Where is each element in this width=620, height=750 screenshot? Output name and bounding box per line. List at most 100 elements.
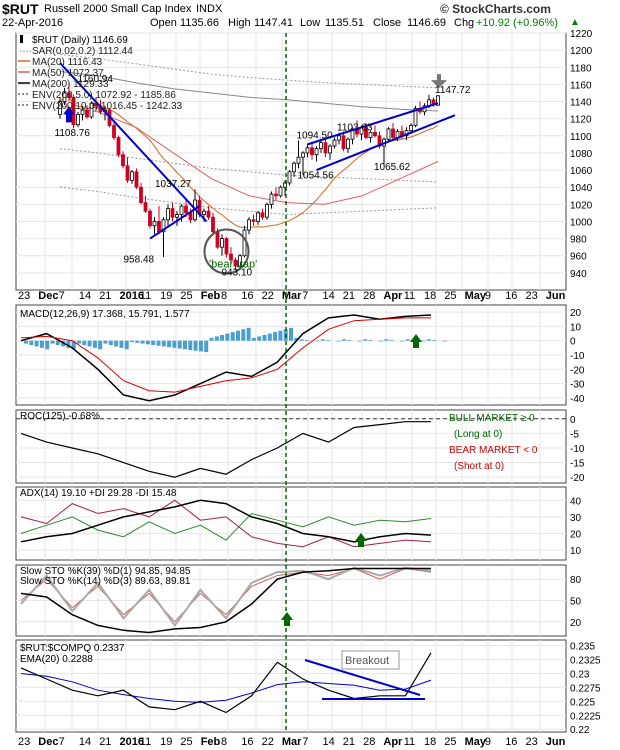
x-tick-label-bottom: 23	[18, 736, 30, 748]
low-value: 1135.51	[325, 17, 364, 29]
sto-title: Slow STO %K(39) %D(1) 94.85, 94.85	[20, 566, 191, 577]
price-annotation: 1147.72	[435, 85, 471, 96]
candle-body	[233, 259, 238, 267]
channel-upper-line	[307, 102, 439, 146]
x-tick-label-bottom: May	[465, 736, 487, 748]
x-tick-label: 2016	[120, 290, 144, 302]
price-tick-label: 1220	[570, 29, 593, 40]
roc-panel-tick-label: -20	[570, 473, 585, 484]
ticker: $RUT	[2, 1, 39, 17]
ratio-panel-tick-label: 0.2325	[570, 656, 601, 667]
x-tick-label: 16	[241, 290, 253, 302]
candle-body	[341, 135, 346, 150]
sto-title: Slow STO %K(14) %D(3) 89.63, 89.81	[20, 576, 191, 587]
macd-title: MACD(12,26,9) 17.368, 15.791, 1.577	[20, 309, 190, 320]
adx-panel-tick-label: 30	[570, 513, 582, 524]
candle-body	[152, 221, 157, 227]
macd-histogram-bar	[379, 340, 384, 342]
x-tick-label: 14	[323, 290, 335, 302]
candle-body	[386, 128, 391, 140]
candle-body	[89, 102, 94, 118]
macd-histogram-bar	[304, 340, 309, 341]
x-tick-label-bottom: 21	[99, 736, 111, 748]
macd-histogram-bar	[204, 340, 209, 353]
macd-histogram-bar	[77, 340, 81, 344]
x-tick-label-bottom: Feb	[201, 736, 221, 748]
buy-arrow-icon	[63, 106, 75, 123]
candle-body	[368, 131, 373, 138]
roc-note: BULL MARKET ≥ 0	[449, 413, 535, 424]
sto-panel-tick-label: 50	[570, 597, 582, 608]
macd-histogram-bar	[119, 340, 124, 348]
macd-histogram-bar	[87, 340, 92, 347]
candle-body	[130, 171, 134, 181]
macd-histogram-bar	[251, 337, 256, 341]
candle-body	[220, 238, 224, 248]
candle-body	[161, 219, 166, 233]
x-tick-label-bottom: Dec	[38, 736, 58, 748]
ratio-panel-tick-label: 0.235	[570, 642, 595, 653]
candle-body	[58, 101, 62, 115]
x-tick-label: 22	[262, 290, 274, 302]
macd-histogram-bar	[71, 340, 76, 350]
macd-panel-tick-label: -30	[570, 380, 585, 391]
candle-body	[179, 205, 184, 216]
plus-di-line	[20, 512, 432, 541]
x-tick-label-bottom: 16	[505, 736, 517, 748]
candle-body	[265, 203, 269, 218]
ratio-panel-tick-label: 0.23	[570, 669, 590, 680]
x-tick-label: Feb	[201, 290, 221, 302]
x-tick-label: Dec	[38, 290, 58, 302]
candle-body	[242, 229, 247, 257]
brand: © StockCharts.com	[440, 2, 551, 16]
macd-histogram-bar	[220, 335, 225, 341]
x-tick-label-bottom: 21	[343, 736, 355, 748]
macd-histogram-bar	[24, 340, 28, 344]
macd-histogram-bar	[432, 340, 437, 341]
price-legend-entry: MA(20) 1116.43	[32, 57, 103, 68]
roc-note: (Long at 0)	[454, 429, 502, 440]
adx-title: ADX(14) 19.10 +DI 29.28 -DI 15.48	[20, 488, 177, 499]
candle-body	[323, 142, 328, 154]
macd-histogram-bar	[156, 340, 161, 346]
x-tick-label-bottom: 7	[302, 736, 308, 748]
candle-body	[269, 193, 274, 205]
adx-panel-tick-label: 10	[570, 546, 582, 557]
macd-panel-tick-label: -40	[570, 394, 585, 405]
x-tick-label: 7	[302, 290, 308, 302]
roc-note: BEAR MARKET < 0	[449, 445, 538, 456]
sto-k-line	[20, 566, 432, 628]
macd-histogram-bar	[151, 340, 156, 345]
macd-histogram-bar	[34, 340, 39, 347]
candle-body	[251, 219, 256, 222]
macd-histogram-bar	[357, 340, 362, 342]
x-tick-label: 14	[79, 290, 91, 302]
macd-histogram-bar	[108, 340, 113, 345]
macd-histogram-bar	[400, 340, 405, 342]
x-tick-label: 7	[59, 290, 65, 302]
candle-body	[157, 221, 161, 233]
ratio-line	[20, 652, 432, 714]
macd-histogram-bar	[183, 340, 187, 350]
candle-body	[274, 193, 278, 197]
macd-panel-tick-label: 20	[570, 308, 582, 319]
macd-histogram-bar	[214, 336, 219, 341]
macd-histogram-bar	[389, 340, 394, 341]
price-tick-label: 1080	[570, 149, 593, 160]
macd-histogram-bar	[342, 339, 346, 341]
macd-histogram-bar	[299, 339, 304, 341]
candle-body	[413, 107, 418, 126]
price-tick-label: 980	[570, 235, 587, 246]
candle-body	[247, 219, 251, 231]
candle-body	[143, 202, 148, 212]
breakout-callout-box	[341, 650, 400, 670]
x-tick-label-bottom: 18	[424, 736, 436, 748]
x-tick-label: May	[465, 290, 487, 302]
sto-panel-tick-label: 80	[570, 575, 582, 586]
price-annotation: 958.48	[124, 255, 155, 266]
macd-histogram-bar	[114, 340, 119, 347]
price-tick-label: 1120	[570, 115, 592, 126]
price-tick-label: 1200	[570, 46, 593, 57]
price-annotation: 1037.27	[155, 179, 192, 190]
candle-body	[391, 128, 395, 138]
